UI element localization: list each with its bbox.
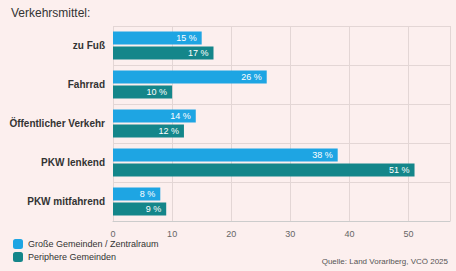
svg-text:30: 30: [285, 229, 295, 239]
svg-text:10: 10: [167, 229, 177, 239]
svg-text:51 %: 51 %: [389, 165, 410, 175]
svg-text:Quelle: Land Vorarlberg, VCÖ 2: Quelle: Land Vorarlberg, VCÖ 2025: [322, 257, 449, 266]
svg-text:26 %: 26 %: [241, 72, 262, 82]
svg-text:10 %: 10 %: [147, 87, 168, 97]
svg-text:40: 40: [344, 229, 354, 239]
svg-text:0: 0: [110, 229, 115, 239]
svg-text:Große Gemeinden / Zentralraum: Große Gemeinden / Zentralraum: [28, 239, 159, 249]
svg-text:Öffentlicher Verkehr: Öffentlicher Verkehr: [9, 117, 105, 129]
svg-text:12 %: 12 %: [158, 126, 179, 136]
svg-text:PKW lenkend: PKW lenkend: [41, 157, 105, 168]
svg-text:Periphere Gemeinden: Periphere Gemeinden: [28, 252, 116, 262]
svg-text:50: 50: [404, 229, 414, 239]
svg-text:14 %: 14 %: [170, 111, 191, 121]
svg-text:Verkehrsmittel:: Verkehrsmittel:: [11, 6, 90, 20]
svg-text:8 %: 8 %: [140, 189, 156, 199]
svg-text:38 %: 38 %: [312, 150, 333, 160]
svg-text:PKW mitfahrend: PKW mitfahrend: [27, 196, 105, 207]
svg-text:17 %: 17 %: [188, 48, 209, 58]
svg-text:zu Fuß: zu Fuß: [73, 40, 105, 51]
svg-text:20: 20: [226, 229, 236, 239]
svg-text:9 %: 9 %: [146, 204, 162, 214]
svg-text:15 %: 15 %: [176, 33, 197, 43]
svg-text:Fahrrad: Fahrrad: [68, 79, 105, 90]
